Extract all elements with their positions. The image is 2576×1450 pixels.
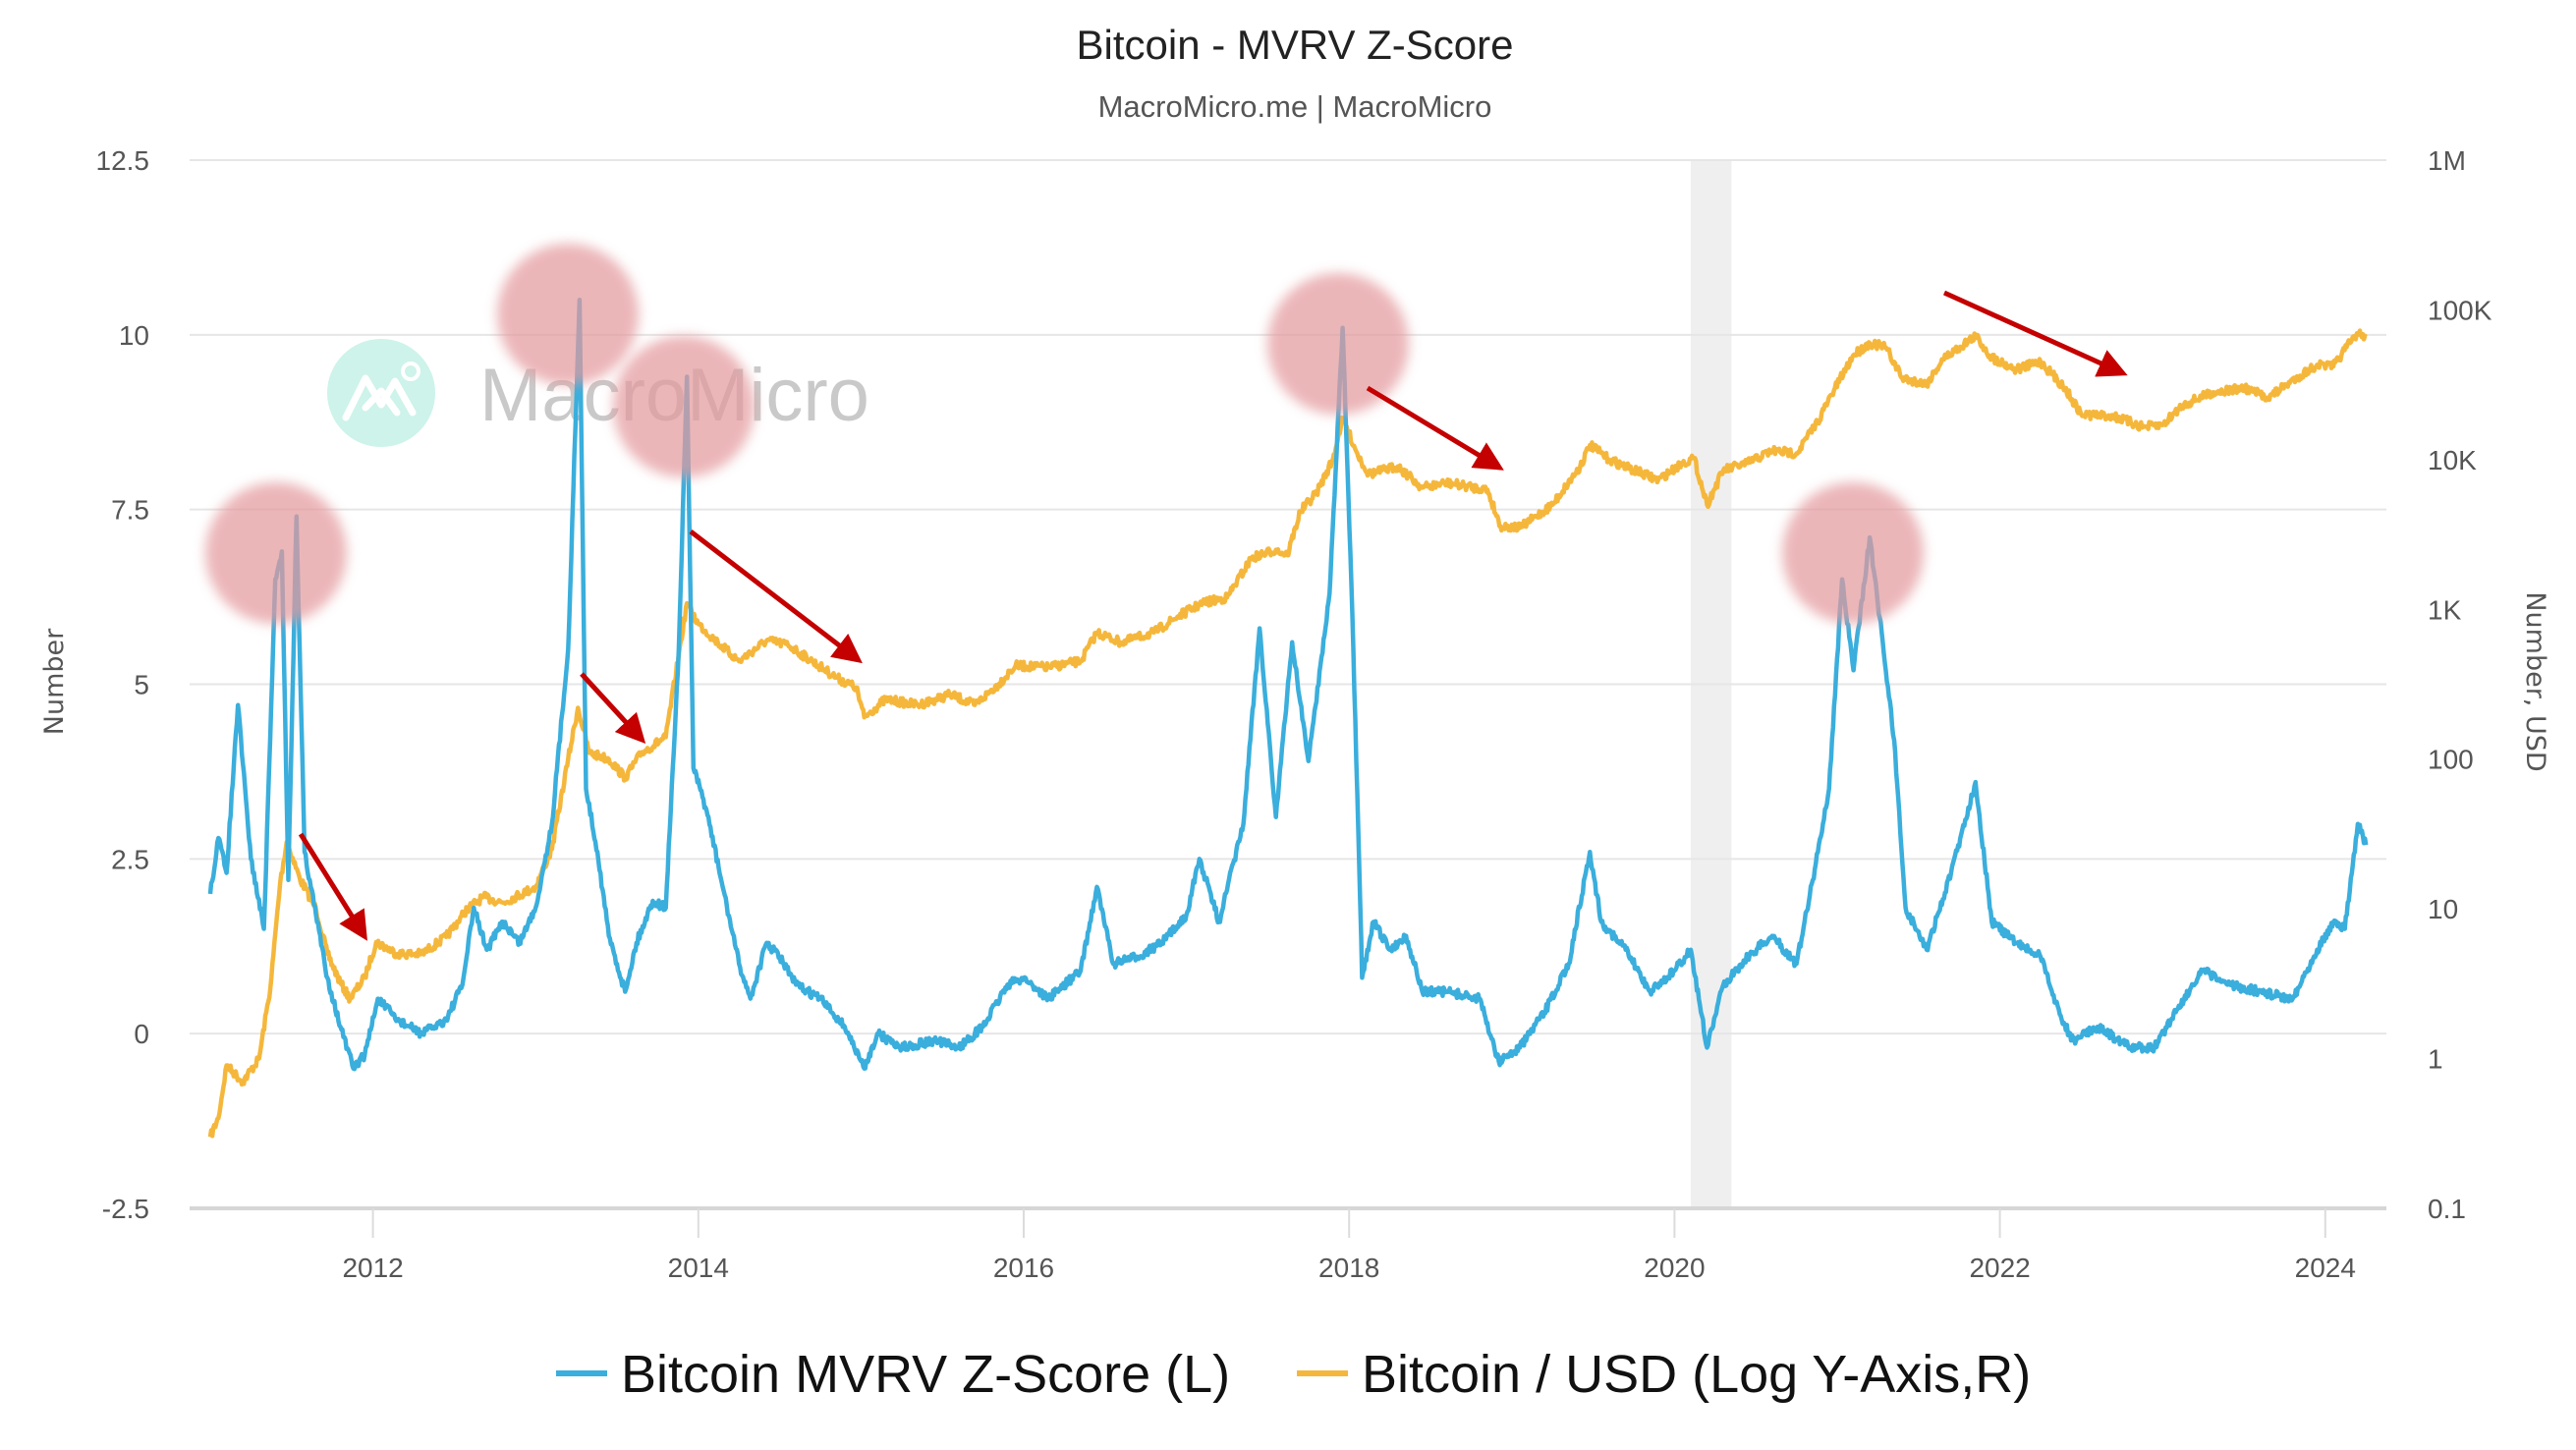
arrow-2013b xyxy=(689,530,863,664)
series-line-btc-usd xyxy=(207,328,2368,1139)
logo-chart-glyph xyxy=(342,374,417,421)
y-left-tick-label: 0 xyxy=(134,1019,149,1049)
y-right-tick-label: 1M xyxy=(2428,145,2466,176)
logo-dot xyxy=(401,362,420,381)
y-left-tick-label: 10 xyxy=(119,320,149,351)
x-tick-label: 2024 xyxy=(2295,1253,2356,1283)
peak-circle-2011 xyxy=(205,482,347,624)
x-tick-label: 2020 xyxy=(1644,1253,1705,1283)
legend-label-mvrv: Bitcoin MVRV Z-Score (L) xyxy=(621,1345,1230,1404)
x-tick-label: 2018 xyxy=(1318,1253,1379,1283)
decline-arrows xyxy=(298,290,2128,941)
arrow-2011 xyxy=(298,832,367,941)
y-axis-right-label: Number, USD xyxy=(2520,591,2550,771)
legend-item-btc-usd[interactable]: Bitcoin / USD (Log Y-Axis,R) xyxy=(1297,1345,2031,1404)
x-tick-label: 2012 xyxy=(342,1253,403,1283)
y-right-tick-label: 1 xyxy=(2428,1044,2443,1075)
peak-highlights xyxy=(205,244,1924,624)
peak-circle-2017 xyxy=(1267,273,1409,415)
y-right-tick-label: 10K xyxy=(2428,445,2477,475)
y-right-tick-label: 0.1 xyxy=(2428,1194,2466,1224)
legend-label-btc-usd: Bitcoin / USD (Log Y-Axis,R) xyxy=(1362,1345,2031,1404)
chart-subtitle: MacroMicro.me | MacroMicro xyxy=(1098,89,1492,124)
y-right-tick-label: 1K xyxy=(2428,594,2462,625)
chart-title: Bitcoin - MVRV Z-Score xyxy=(1077,22,1514,68)
x-tick-label: 2014 xyxy=(668,1253,729,1283)
peak-circle-2013a xyxy=(497,244,639,385)
series-lines xyxy=(207,298,2369,1139)
arrow-2013a xyxy=(580,672,646,745)
y-left-tick-label: -2.5 xyxy=(102,1194,149,1224)
y-left-tick-label: 5 xyxy=(134,670,149,700)
axes: -2.5 0 2.5 5 7.5 10 12.5 0.1 1 10 100 1K 10K 100K 1M 20… xyxy=(96,145,2492,1283)
x-tick-label: 2016 xyxy=(993,1253,1054,1283)
legend-item-mvrv[interactable]: Bitcoin MVRV Z-Score (L) xyxy=(556,1345,1230,1404)
y-left-tick-label: 7.5 xyxy=(111,495,149,526)
peak-circle-2021 xyxy=(1782,482,1924,624)
y-left-tick-label: 12.5 xyxy=(96,145,150,176)
y-right-tick-label: 10 xyxy=(2428,894,2458,924)
y-axis-left-label: Number xyxy=(39,628,70,735)
y-right-tick-label: 100K xyxy=(2428,295,2492,325)
arrow-2018 xyxy=(1366,385,1504,471)
series-line-mvrv xyxy=(207,298,2369,1072)
x-tick-label: 2022 xyxy=(1969,1253,2030,1283)
peak-circle-2013b xyxy=(613,336,755,477)
y-left-tick-label: 2.5 xyxy=(111,844,149,874)
arrow-2021 xyxy=(1942,290,2128,377)
legend: Bitcoin MVRV Z-Score (L) Bitcoin / USD (… xyxy=(556,1345,2031,1404)
y-right-tick-label: 100 xyxy=(2428,745,2474,775)
